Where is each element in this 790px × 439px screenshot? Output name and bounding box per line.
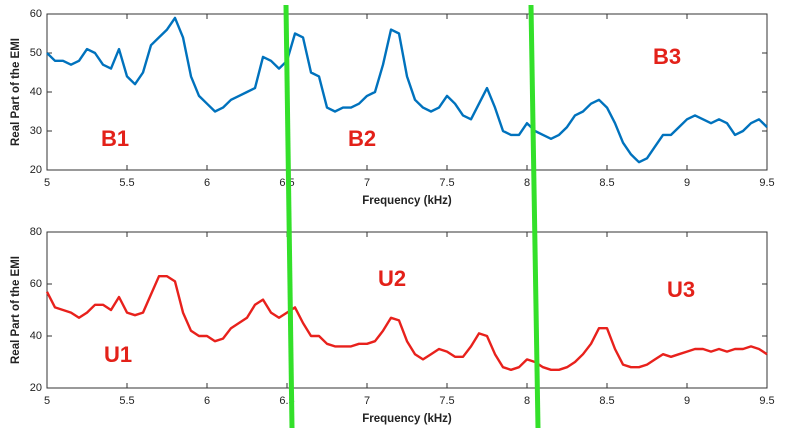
region-label: U2: [378, 266, 406, 291]
y-tick-label: 50: [30, 47, 42, 59]
x-tick-label: 7.5: [439, 177, 454, 189]
region-label: B1: [101, 126, 129, 151]
y-tick-label: 30: [30, 125, 42, 137]
region-label: U1: [104, 342, 132, 367]
divider-line: [283, 4, 295, 429]
x-tick-label: 6: [204, 395, 210, 407]
y-tick-label: 40: [30, 86, 42, 98]
x-tick-label: 8: [524, 177, 530, 189]
plot-area: [46, 231, 768, 389]
x-tick-label: 9.5: [759, 395, 774, 407]
y-tick-label: 60: [30, 278, 42, 290]
x-tick-label: 5: [44, 177, 50, 189]
y-tick-label: 60: [30, 8, 42, 20]
x-axis-label: Frequency (kHz): [362, 413, 452, 425]
x-tick-label: 5: [44, 395, 50, 407]
region-label: U3: [667, 277, 695, 302]
x-tick-label: 8.5: [599, 177, 614, 189]
x-tick-label: 9.5: [759, 177, 774, 189]
y-tick-label: 40: [30, 330, 42, 342]
y-tick-label: 80: [30, 226, 42, 238]
x-tick-label: 8: [524, 395, 530, 407]
y-axis-label: Real Part of the EMI: [10, 256, 22, 364]
x-tick-label: 9: [684, 395, 690, 407]
data-line: [46, 16, 768, 164]
y-tick-label: 20: [30, 382, 42, 394]
plot-area: [46, 13, 768, 171]
plots: 203040506055.566.577.588.599.5Frequency …: [10, 8, 775, 425]
x-tick-label: 9: [684, 177, 690, 189]
x-tick-label: 6: [204, 177, 210, 189]
overlay: [283, 4, 541, 429]
x-tick-label: 5.5: [119, 395, 134, 407]
y-axis-label: Real Part of the EMI: [10, 38, 22, 146]
x-tick-label: 7: [364, 395, 370, 407]
x-axis-label: Frequency (kHz): [362, 195, 452, 207]
data-line: [45, 275, 768, 371]
region-label: B2: [348, 126, 376, 151]
x-tick-label: 8.5: [599, 395, 614, 407]
y-tick-label: 20: [30, 164, 42, 176]
x-tick-label: 7.5: [439, 395, 454, 407]
region-label: B3: [653, 44, 681, 69]
x-tick-label: 5.5: [119, 177, 134, 189]
divider-line: [528, 4, 541, 429]
x-tick-label: 7: [364, 177, 370, 189]
